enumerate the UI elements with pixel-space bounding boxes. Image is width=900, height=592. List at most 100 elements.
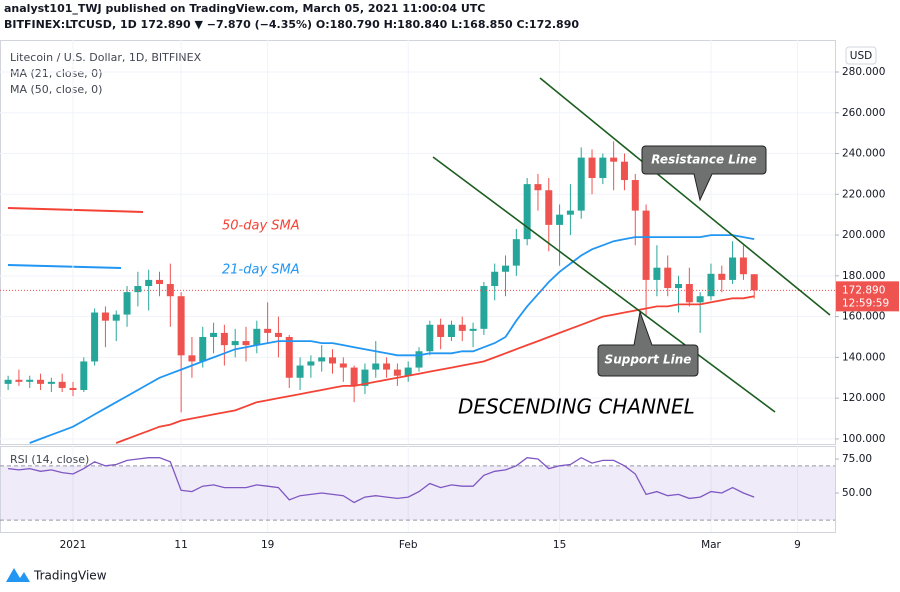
channel-label: DESCENDING CHANNEL — [458, 395, 695, 419]
ma-line — [115, 295, 755, 444]
x-tick-label: 2021 — [60, 539, 87, 551]
candle-body — [534, 184, 542, 191]
currency: USD — [850, 50, 872, 62]
price-pane — [0, 40, 836, 445]
candle-body — [653, 267, 661, 280]
header-symbol: BITFINEX:LTCUSD, 1D 172.890 ▼ −7.870 (−4… — [4, 18, 579, 31]
candle-body — [469, 328, 477, 331]
currency-box — [845, 46, 877, 65]
candle-body — [631, 180, 639, 211]
ma-drawing — [7, 207, 144, 213]
y-tick-label: 140.000 — [842, 351, 885, 363]
support-callout — [597, 310, 699, 377]
candle-body — [220, 332, 228, 346]
ma21-label: 21-day SMA — [222, 263, 300, 278]
candle-body — [404, 367, 412, 376]
candle-body — [242, 341, 250, 346]
logo-text: TradingView — [33, 569, 107, 583]
candle-body — [502, 265, 510, 272]
rsi-pane — [0, 446, 836, 533]
candle-body — [696, 296, 704, 303]
candle-body — [599, 157, 607, 178]
candle-body — [123, 292, 131, 315]
candle-body — [620, 161, 628, 181]
candle-body — [134, 286, 142, 293]
candle-body — [523, 184, 531, 240]
candle-body — [296, 365, 304, 378]
rsi-title: RSI (14, close) — [10, 453, 89, 466]
candle-body — [739, 257, 747, 275]
y-tick-label: 200.000 — [842, 229, 885, 241]
rsi-tick-label: 50.00 — [842, 487, 872, 499]
y-tick-label: 100.000 — [842, 433, 885, 445]
candle-body — [307, 361, 315, 366]
legend-ma50: MA (50, close, 0) — [10, 83, 102, 96]
legend-title: Litecoin / U.S. Dollar, 1D, BITFINEX — [10, 51, 202, 64]
candle-body — [372, 363, 380, 370]
candle-body — [480, 286, 488, 329]
candle-body — [685, 283, 693, 303]
candle-body — [566, 210, 574, 215]
candle-body — [145, 279, 153, 287]
y-tick-label: 180.000 — [842, 270, 885, 282]
x-tick-label: 15 — [553, 539, 566, 551]
candle-body — [350, 367, 358, 386]
y-tick-label: 120.000 — [842, 392, 885, 404]
frame — [0, 40, 836, 533]
ma-drawing — [7, 264, 122, 269]
rsi-band — [1, 465, 835, 521]
last-price-label: 172.890 — [842, 284, 885, 296]
y-tick-label: 240.000 — [842, 148, 885, 160]
countdown: 12:59:59 — [842, 297, 889, 309]
candle-body — [4, 379, 12, 384]
x-tick-label: 11 — [174, 539, 187, 551]
candle-body — [253, 328, 261, 346]
y-tick-label: 280.000 — [842, 66, 885, 78]
candle-body — [750, 274, 758, 291]
x-tick-label: 19 — [261, 539, 274, 551]
last-price-tag — [836, 281, 899, 312]
candle-body — [155, 279, 163, 284]
candle-body — [188, 355, 196, 362]
candle-body — [101, 312, 109, 321]
candle-body — [491, 271, 499, 287]
resistance-trendline — [539, 77, 831, 316]
candle-body — [588, 157, 596, 178]
candle-body — [264, 328, 272, 333]
candle-body — [642, 210, 650, 280]
candle-body — [512, 239, 520, 266]
ma50-label: 50-day SMA — [222, 219, 300, 234]
support-trendline — [432, 156, 776, 413]
candle-body — [274, 332, 282, 337]
x-tick-label: Feb — [399, 539, 418, 551]
y-tick-label: 260.000 — [842, 107, 885, 119]
candle-body — [37, 379, 45, 384]
candle-body — [91, 312, 99, 362]
candle-body — [361, 369, 369, 386]
candle-body — [675, 283, 683, 289]
candle-body — [15, 379, 23, 382]
ma-line — [29, 234, 755, 444]
candle-body — [339, 363, 347, 368]
candle-body — [437, 324, 445, 337]
legend-ma21: MA (21, close, 0) — [10, 67, 102, 80]
candle-body — [415, 351, 423, 368]
candle-body — [285, 336, 293, 378]
candle-body — [177, 296, 185, 356]
candle-body — [718, 273, 726, 280]
candle-body — [69, 387, 77, 390]
y-tick-label: 160.000 — [842, 311, 885, 323]
candle-body — [383, 363, 391, 370]
candle-body — [231, 341, 239, 346]
candle-body — [318, 357, 326, 362]
header-published: analyst101_TWJ published on TradingView.… — [4, 2, 485, 15]
resistance-callout — [641, 145, 767, 202]
x-tick-label: 9 — [794, 539, 801, 551]
plot: 2021 11 19 Feb 15 Mar 9 100.000 120.000 140.000 16… — [0, 40, 899, 551]
x-tick-label: Mar — [701, 539, 721, 551]
candle-body — [26, 379, 34, 382]
candle-body — [556, 214, 564, 225]
candle-body — [458, 324, 466, 331]
